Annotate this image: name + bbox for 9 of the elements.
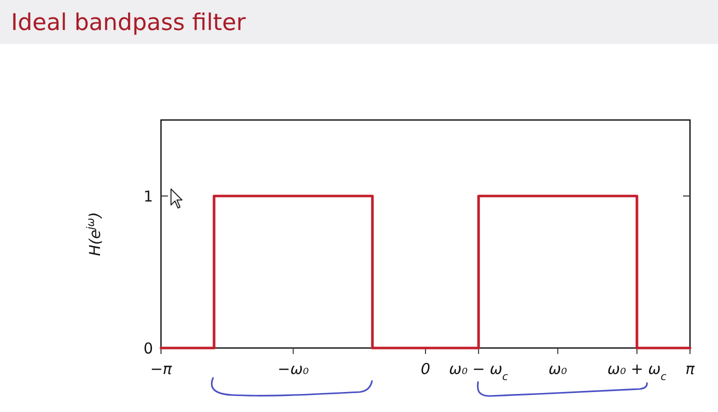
x-tick-label: 0 — [420, 360, 430, 378]
x-tick-label: ω₀ — [548, 360, 568, 378]
x-tick-label: −π — [150, 360, 173, 378]
x-tick-label: ω₀ − ω$_{c}$ — [449, 360, 508, 383]
x-tick-label: π — [685, 360, 696, 378]
y-tick-label: 1 — [143, 187, 153, 206]
x-tick-label: −ω₀ — [278, 360, 309, 378]
chart-title: Ideal bandpass filter — [11, 10, 246, 36]
x-tick-label: ω₀ + ω$_{c}$ — [607, 360, 667, 383]
